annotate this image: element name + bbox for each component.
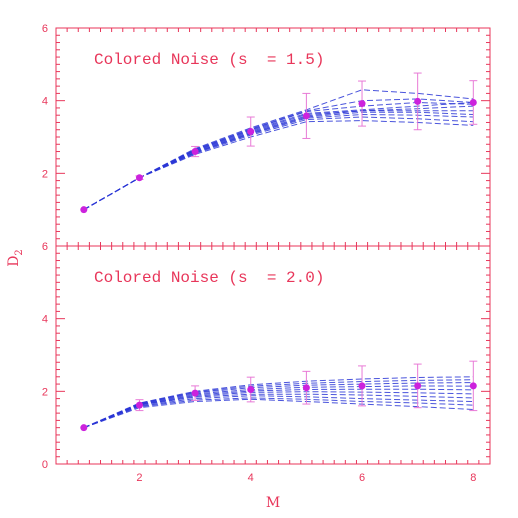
y-tick-label: 0	[42, 459, 48, 471]
series-line	[83, 105, 474, 211]
mean-point	[191, 389, 199, 397]
panel-bottom: Colored Noise (s = 2.0) 0 2 4 6 2 4 6 8	[42, 241, 491, 484]
mean-point	[358, 100, 366, 108]
series-line	[83, 101, 474, 211]
series-line	[83, 391, 474, 429]
mean-point	[80, 424, 88, 432]
y-tick-label: 2	[42, 168, 48, 180]
series-line	[83, 393, 474, 429]
mean-point	[302, 384, 310, 392]
series-line	[83, 388, 474, 429]
mean-point	[191, 148, 199, 156]
x-tick-label: 4	[248, 472, 254, 484]
series-line	[83, 395, 474, 429]
series-line	[83, 102, 474, 211]
panel-bottom-title: Colored Noise (s = 2.0)	[94, 269, 324, 287]
panel-top-series	[83, 89, 474, 211]
mean-point	[414, 97, 422, 105]
mean-point	[469, 382, 477, 390]
y-tick-label: 6	[42, 23, 48, 35]
panel-top: Colored Noise (s = 1.5) 2 4 6	[42, 23, 491, 247]
panel-top-title: Colored Noise (s = 1.5)	[94, 51, 324, 69]
series-line	[83, 397, 474, 429]
x-tick-label: 2	[136, 472, 142, 484]
series-line	[83, 385, 474, 429]
y-tick-label: 4	[42, 314, 48, 326]
panel-top-points	[80, 72, 478, 214]
series-line	[83, 379, 474, 429]
svg-text:D2: D2	[6, 249, 25, 267]
series-line	[83, 376, 474, 429]
panel-bottom-ticks: 0 2 4 6 2 4 6 8	[42, 241, 491, 484]
mean-point	[247, 128, 255, 136]
panel-bottom-points	[80, 360, 478, 432]
mean-point	[135, 174, 143, 182]
series-line	[83, 398, 474, 429]
mean-point	[135, 401, 143, 409]
y-tick-label: 2	[42, 386, 48, 398]
series-line	[83, 116, 474, 211]
mean-point	[358, 382, 366, 390]
x-axis-title: M	[266, 495, 280, 511]
series-line	[83, 98, 474, 211]
y-tick-label: 4	[42, 96, 48, 108]
y-axis-title-main: D	[6, 256, 22, 267]
panel-top-ticks: 2 4 6	[42, 23, 491, 247]
series-line	[83, 382, 474, 429]
panel-bottom-series	[83, 376, 474, 429]
y-axis-title: D2	[6, 249, 25, 267]
x-tick-label: 6	[359, 472, 365, 484]
mean-point	[414, 382, 422, 390]
y-tick-label: 6	[42, 241, 48, 253]
mean-point	[247, 386, 255, 394]
series-line	[83, 113, 474, 211]
series-line	[83, 89, 474, 211]
mean-point	[469, 98, 477, 106]
x-tick-label: 8	[470, 472, 476, 484]
y-axis-title-sub: 2	[14, 249, 25, 255]
mean-point	[80, 206, 88, 214]
series-line	[83, 120, 474, 211]
mean-point	[302, 112, 310, 120]
